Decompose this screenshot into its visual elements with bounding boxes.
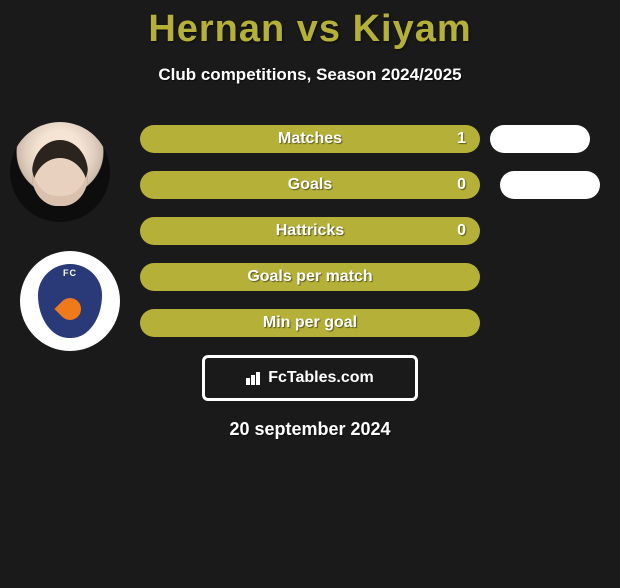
page-title: Hernan vs Kiyam [0, 8, 620, 51]
comparison-panel: FC GOA Matches 1 Goals 0 Hattricks 0 Goa… [0, 125, 620, 440]
stat-value: 0 [457, 222, 466, 240]
club-code-bottom: GOA [38, 280, 102, 294]
stat-label: Hattricks [276, 222, 344, 240]
snapshot-date: 20 september 2024 [0, 419, 620, 440]
watermark-text: FcTables.com [268, 369, 374, 387]
club-logo: FC GOA [20, 251, 120, 351]
watermark-badge: FcTables.com [202, 355, 418, 401]
page-subtitle: Club competitions, Season 2024/2025 [0, 65, 620, 85]
bar-chart-icon [246, 371, 264, 385]
stat-label: Goals [288, 176, 332, 194]
flame-icon [54, 293, 85, 324]
stat-bar-goals-per-match: Goals per match [140, 263, 480, 291]
stat-label: Matches [278, 130, 342, 148]
stat-bar-matches: Matches 1 [140, 125, 480, 153]
opponent-pill-matches [490, 125, 590, 153]
stat-bar-hattricks: Hattricks 0 [140, 217, 480, 245]
player-avatar [10, 122, 110, 222]
stat-value: 1 [457, 130, 466, 148]
club-code-top: FC [63, 268, 77, 278]
stat-label: Goals per match [247, 268, 372, 286]
stat-label: Min per goal [263, 314, 357, 332]
stat-value: 0 [457, 176, 466, 194]
stat-bars: Matches 1 Goals 0 Hattricks 0 Goals per … [140, 125, 480, 337]
opponent-pill-goals [500, 171, 600, 199]
stat-bar-min-per-goal: Min per goal [140, 309, 480, 337]
club-crest-icon: FC GOA [38, 264, 102, 338]
stat-bar-goals: Goals 0 [140, 171, 480, 199]
